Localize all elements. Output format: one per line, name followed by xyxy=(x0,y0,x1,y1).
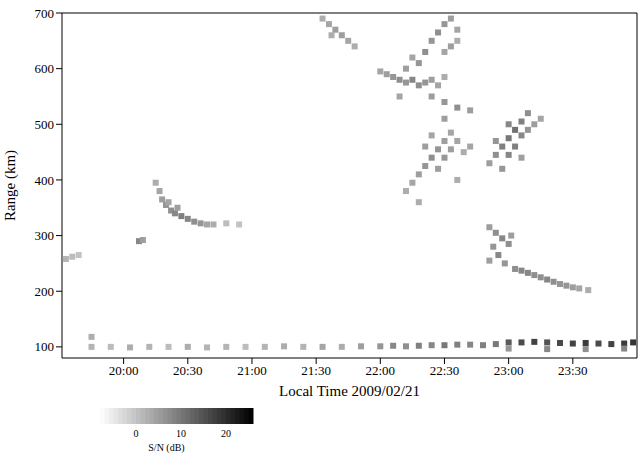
svg-text:300: 300 xyxy=(35,228,55,243)
svg-text:21:00: 21:00 xyxy=(237,363,267,378)
svg-text:10: 10 xyxy=(176,428,186,439)
svg-text:600: 600 xyxy=(35,61,55,76)
svg-text:400: 400 xyxy=(35,173,55,188)
svg-text:20:30: 20:30 xyxy=(173,363,203,378)
svg-text:700: 700 xyxy=(35,6,55,21)
svg-text:Local Time 2009/02/21: Local Time 2009/02/21 xyxy=(279,383,420,399)
svg-text:22:30: 22:30 xyxy=(430,363,460,378)
svg-text:23:00: 23:00 xyxy=(494,363,524,378)
svg-text:20:00: 20:00 xyxy=(109,363,139,378)
svg-text:S/N (dB): S/N (dB) xyxy=(148,442,184,454)
svg-text:22:00: 22:00 xyxy=(365,363,395,378)
svg-text:100: 100 xyxy=(35,339,55,354)
svg-text:200: 200 xyxy=(35,284,55,299)
svg-text:Range (km): Range (km) xyxy=(2,150,19,221)
svg-text:500: 500 xyxy=(35,117,55,132)
svg-text:21:30: 21:30 xyxy=(301,363,331,378)
svg-text:23:30: 23:30 xyxy=(558,363,588,378)
svg-text:0: 0 xyxy=(134,428,139,439)
svg-text:20: 20 xyxy=(221,428,231,439)
